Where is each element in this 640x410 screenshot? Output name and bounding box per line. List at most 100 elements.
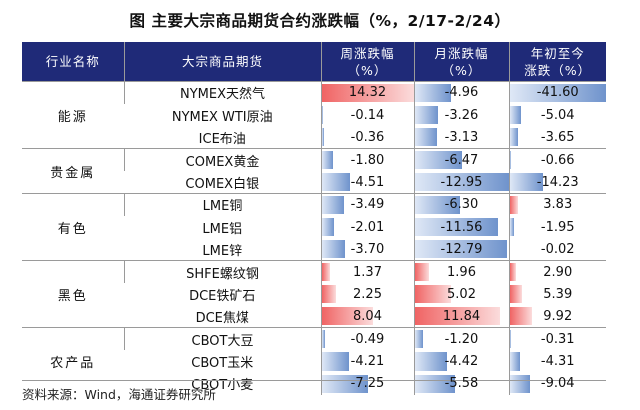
ytd-change-cell: -3.65 bbox=[508, 126, 606, 149]
commodity-name: DCE焦煤 bbox=[195, 310, 249, 326]
week-data-bar bbox=[322, 217, 335, 237]
month-value: -5.58 bbox=[444, 376, 479, 392]
month-value: 11.84 bbox=[442, 308, 481, 324]
commodity-name: LME锌 bbox=[202, 243, 243, 259]
week-data-bar bbox=[322, 84, 414, 102]
header-row: 行业名称 大宗商品期货 周涨跌幅 （%） 月涨跌幅 （%） 年初至今 涨跌（%） bbox=[22, 42, 606, 82]
week-change-cell: 14.32 bbox=[320, 80, 414, 104]
table-row: CBOT小麦 -7.25 -5.58 -9.04 bbox=[22, 372, 606, 395]
table-row: 农产品 CBOT大豆 -0.49 -1.20 -0.31 bbox=[22, 327, 606, 395]
month-value: 1.96 bbox=[447, 264, 476, 280]
ytd-change-cell: 9.92 bbox=[508, 305, 606, 328]
ytd-value: -9.04 bbox=[540, 376, 575, 392]
source-note: 资料来源：Wind，海通证券研究所 bbox=[22, 387, 216, 402]
header-month-change: 月涨跌幅 （%） bbox=[413, 42, 509, 82]
week-change-cell: -3.49 bbox=[320, 192, 414, 216]
table-row: LME铝 -2.01 -11.56 -1.95 bbox=[22, 215, 606, 239]
ytd-value: 9.92 bbox=[543, 308, 573, 324]
ytd-change-cell: -0.02 bbox=[508, 238, 606, 261]
commodity-name: LME铜 bbox=[123, 192, 321, 216]
month-data-bar bbox=[415, 84, 451, 102]
category-cell: 农产品 bbox=[22, 327, 124, 395]
week-value: -1.80 bbox=[350, 152, 385, 168]
commodity-futures-table: 行业名称 大宗商品期货 周涨跌幅 （%） 月涨跌幅 （%） 年初至今 涨跌（%） 能源… bbox=[22, 42, 606, 395]
ytd-value: -5.04 bbox=[540, 107, 575, 123]
week-data-bar bbox=[322, 173, 351, 191]
table-row: LME锌 -3.70 -12.79 -0.02 bbox=[22, 238, 606, 261]
month-value: -3.26 bbox=[444, 107, 479, 123]
ytd-data-bar bbox=[510, 285, 523, 304]
week-data-bar bbox=[322, 105, 323, 125]
month-change-cell: -4.96 bbox=[413, 80, 509, 104]
month-change-cell: 5.02 bbox=[413, 283, 509, 306]
title-label: 图 bbox=[129, 12, 146, 30]
month-change-cell: -12.95 bbox=[413, 171, 509, 194]
table-row: COMEX白银 -4.51 -12.95 -14.23 bbox=[22, 171, 606, 194]
ytd-change-cell: -5.04 bbox=[508, 103, 606, 127]
ytd-value: -0.66 bbox=[540, 152, 575, 168]
month-data-bar bbox=[415, 195, 461, 214]
commodity-name: CBOT小麦 bbox=[191, 378, 254, 394]
commodity-name: NYMEX WTI原油 bbox=[171, 109, 273, 125]
ytd-data-bar bbox=[510, 151, 512, 170]
header-week-change: 周涨跌幅 （%） bbox=[320, 42, 414, 82]
week-data-bar bbox=[322, 374, 369, 393]
week-change-cell: -0.36 bbox=[320, 126, 414, 149]
month-value: -6.47 bbox=[444, 152, 479, 168]
week-data-bar bbox=[322, 195, 344, 214]
month-value: -12.95 bbox=[440, 174, 483, 190]
ytd-value: -41.60 bbox=[536, 85, 579, 101]
table-row: 能源 NYMEX天然气 14.32 -4.96 -41.60 bbox=[22, 80, 606, 149]
commodity-name: LME铝 bbox=[202, 221, 243, 237]
bottom-rule bbox=[22, 380, 606, 381]
ytd-value: -0.02 bbox=[540, 241, 575, 257]
month-data-bar bbox=[415, 240, 508, 259]
commodity-name: CBOT玉米 bbox=[191, 355, 254, 371]
week-value: -7.25 bbox=[350, 376, 385, 392]
month-data-bar bbox=[415, 285, 451, 304]
month-data-bar bbox=[415, 217, 499, 237]
month-value: -4.42 bbox=[444, 353, 479, 369]
ytd-value: 5.39 bbox=[543, 286, 573, 302]
week-change-cell: 1.37 bbox=[320, 260, 414, 284]
week-value: 1.37 bbox=[353, 264, 382, 280]
title-text: 主要大宗商品期货合约涨跌幅（%，2/17-2/24） bbox=[151, 12, 511, 30]
table-body: 能源 NYMEX天然气 14.32 -4.96 -41.60 NYMEX WTI原油 -0.… bbox=[22, 80, 606, 395]
category-cell: 黑色 bbox=[22, 260, 124, 328]
week-data-bar bbox=[322, 128, 324, 147]
week-data-bar bbox=[322, 263, 331, 282]
ytd-change-cell: 2.90 bbox=[508, 260, 606, 284]
week-data-bar bbox=[322, 240, 346, 259]
commodity-name: DCE铁矿石 bbox=[189, 288, 256, 304]
week-value: 8.04 bbox=[353, 308, 382, 324]
ytd-change-cell: -0.31 bbox=[508, 327, 606, 351]
ytd-change-cell: -9.04 bbox=[508, 372, 606, 395]
ytd-change-cell: 5.39 bbox=[508, 283, 606, 306]
table-row: 贵金属 COMEX黄金 -1.80 -6.47 -0.66 bbox=[22, 148, 606, 194]
week-value: -0.14 bbox=[350, 107, 385, 123]
week-change-cell: -0.14 bbox=[320, 103, 414, 127]
month-value: -11.56 bbox=[440, 219, 483, 235]
month-change-cell: -3.13 bbox=[413, 126, 509, 149]
header-ytd-change: 年初至今 涨跌（%） bbox=[508, 42, 606, 82]
week-change-cell: -7.25 bbox=[320, 372, 414, 395]
week-value: -0.36 bbox=[350, 129, 385, 145]
table-title: 图主要大宗商品期货合约涨跌幅（%，2/17-2/24） bbox=[0, 0, 640, 42]
month-change-cell: -3.26 bbox=[413, 103, 509, 127]
ytd-value: -0.31 bbox=[540, 331, 575, 347]
header-commodity: 大宗商品期货 bbox=[123, 42, 321, 82]
week-change-cell: -1.80 bbox=[320, 148, 414, 172]
week-value: -3.70 bbox=[350, 241, 385, 257]
ytd-change-cell: -4.31 bbox=[508, 350, 606, 373]
week-data-bar bbox=[322, 285, 336, 304]
month-change-cell: -6.30 bbox=[413, 192, 509, 216]
week-change-cell: -2.01 bbox=[320, 215, 414, 239]
category-cell: 能源 bbox=[22, 80, 124, 149]
table-row: CBOT玉米 -4.21 -4.42 -4.31 bbox=[22, 350, 606, 373]
table-row: DCE铁矿石 2.25 5.02 5.39 bbox=[22, 283, 606, 306]
month-data-bar bbox=[415, 105, 439, 125]
ytd-data-bar bbox=[510, 374, 531, 393]
week-value: -4.21 bbox=[350, 353, 385, 369]
ytd-data-bar bbox=[510, 84, 606, 102]
month-change-cell: -11.56 bbox=[413, 215, 509, 239]
